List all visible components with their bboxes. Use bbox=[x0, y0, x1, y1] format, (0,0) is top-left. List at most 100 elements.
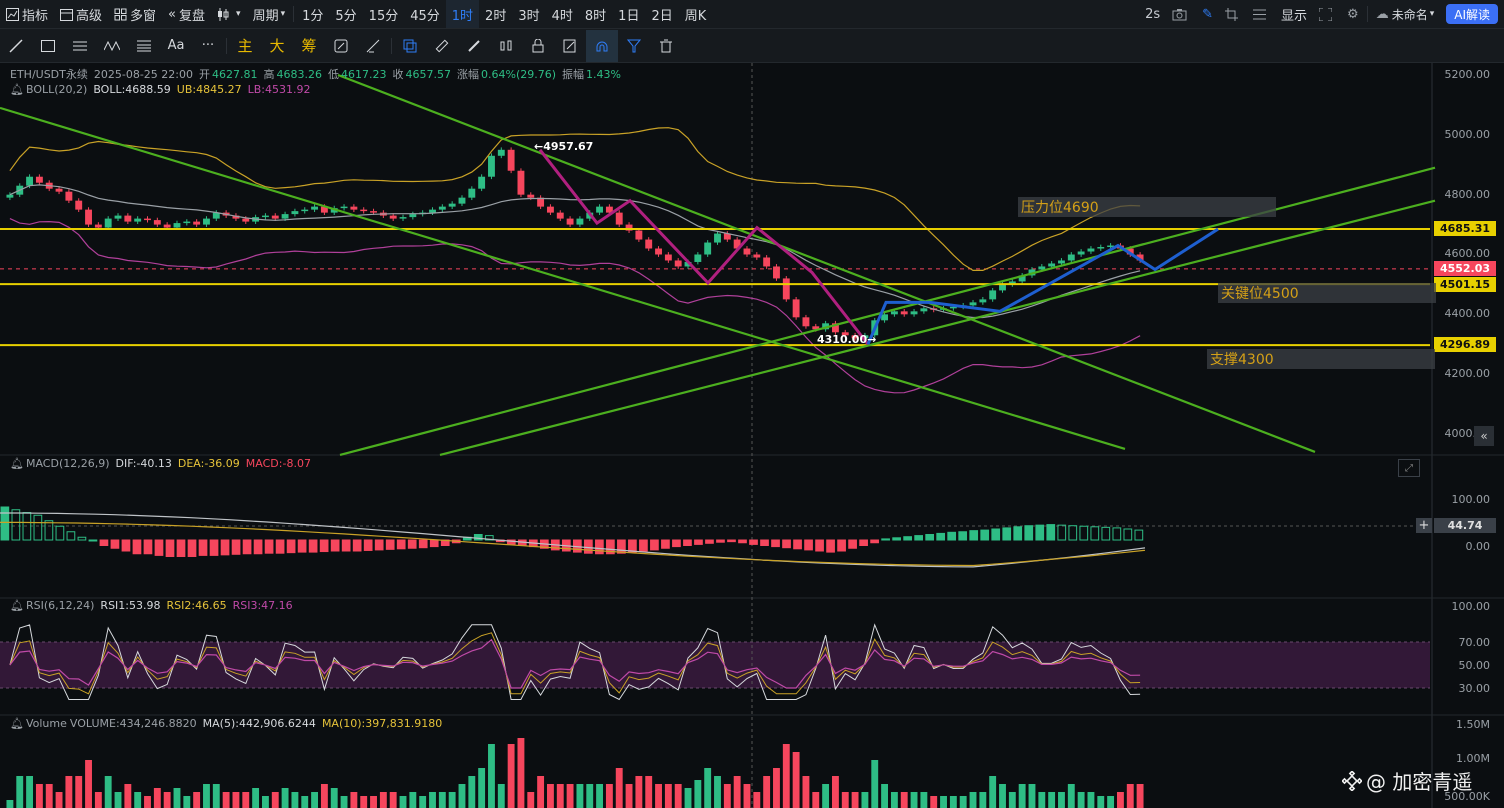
magnet-icon[interactable] bbox=[325, 30, 357, 62]
candle-type-button[interactable]: ▾ bbox=[211, 0, 247, 28]
trash-icon[interactable] bbox=[650, 30, 682, 62]
horizontal-lines-tool-icon[interactable] bbox=[64, 30, 96, 62]
interval-1h[interactable]: 1时 bbox=[445, 0, 480, 28]
amplitude-value: 1.43% bbox=[586, 67, 621, 81]
magnet-snap-icon[interactable] bbox=[586, 29, 618, 62]
settings-gear-icon[interactable]: ⚙ bbox=[1347, 6, 1359, 22]
candle-body bbox=[360, 209, 368, 212]
add-alert-plus-icon[interactable]: + bbox=[1416, 518, 1432, 533]
interval-8h[interactable]: 8时 bbox=[584, 8, 607, 24]
macd-histogram-bar bbox=[947, 531, 957, 541]
descending-trend-line bbox=[337, 73, 1316, 453]
macd-histogram-bar bbox=[308, 539, 318, 553]
candle-compare-icon[interactable] bbox=[490, 30, 522, 62]
replay-button[interactable]: « 复盘 bbox=[162, 0, 211, 28]
ruler-icon[interactable] bbox=[426, 30, 458, 62]
copy-icon[interactable] bbox=[394, 30, 426, 62]
volume-bar bbox=[409, 792, 417, 808]
volume-bar bbox=[429, 792, 436, 808]
candle-body bbox=[6, 194, 14, 198]
candle-body bbox=[468, 188, 476, 198]
volume-bar bbox=[311, 792, 319, 808]
chart-canvas[interactable] bbox=[0, 63, 1504, 808]
interval-5m[interactable]: 5分 bbox=[335, 8, 357, 24]
chips-toggle[interactable]: 筹 bbox=[301, 37, 317, 55]
big-order-toggle[interactable]: 大 bbox=[269, 37, 285, 55]
brush-icon[interactable] bbox=[458, 30, 490, 62]
close-value: 4657.57 bbox=[405, 67, 452, 81]
candle-body bbox=[212, 212, 220, 219]
main-chart-toggle[interactable]: 主 bbox=[237, 37, 253, 55]
trend-line-tool-icon[interactable] bbox=[0, 30, 32, 62]
bell-icon[interactable]: 🔔︎ bbox=[10, 457, 24, 470]
interval-2d[interactable]: 2日 bbox=[651, 8, 673, 24]
text-tool[interactable]: Aa bbox=[167, 38, 185, 53]
bell-icon[interactable]: 🔔︎ bbox=[10, 717, 24, 730]
edit-note-icon[interactable] bbox=[554, 30, 586, 62]
period-dropdown[interactable]: 周期 ▾ bbox=[247, 0, 292, 28]
macd-histogram-bar bbox=[275, 539, 285, 554]
wave-tool-icon[interactable] bbox=[96, 30, 128, 62]
candle-body bbox=[1018, 275, 1026, 282]
crop-icon[interactable] bbox=[1219, 0, 1247, 28]
resistance-annotation[interactable]: 压力位4690 bbox=[1018, 197, 1276, 217]
bell-icon[interactable]: 🔔︎ bbox=[10, 599, 24, 612]
candle-body bbox=[537, 197, 545, 207]
maximize-pane-icon[interactable]: ⤢ bbox=[1398, 459, 1420, 477]
interval-week[interactable]: 周K bbox=[684, 8, 707, 24]
price-axis-label: 4400.00 bbox=[1444, 307, 1491, 320]
lock-icon[interactable] bbox=[522, 30, 554, 62]
amplitude-label: 振幅 bbox=[562, 68, 585, 81]
candle-body bbox=[350, 206, 358, 210]
chart-icon bbox=[6, 7, 19, 21]
watermark-text: @ 加密青遥 bbox=[1366, 770, 1473, 794]
rectangle-tool-icon[interactable] bbox=[32, 30, 64, 62]
filter-icon[interactable] bbox=[618, 30, 650, 62]
candle-body bbox=[507, 149, 515, 171]
bell-icon[interactable]: 🔔︎ bbox=[10, 83, 24, 96]
more-tools[interactable]: ··· bbox=[201, 38, 215, 53]
volume-bar bbox=[281, 788, 289, 808]
indicators-button[interactable]: 指标 bbox=[0, 0, 54, 28]
key-level-annotation[interactable]: 关键位4500 bbox=[1218, 283, 1436, 303]
pen-icon[interactable]: ✎ bbox=[1202, 6, 1214, 22]
display-button[interactable]: 显示 bbox=[1281, 8, 1308, 24]
candle-body bbox=[153, 220, 161, 225]
volume-bar bbox=[1048, 792, 1056, 808]
change-value: 0.64%(29.76) bbox=[481, 67, 557, 81]
volume-bar bbox=[212, 784, 220, 808]
volume-bar bbox=[173, 788, 181, 808]
refresh-interval[interactable]: 2s bbox=[1145, 6, 1161, 22]
macd-histogram-bar bbox=[110, 539, 120, 549]
interval-1d[interactable]: 1日 bbox=[618, 8, 640, 24]
macd-histogram-bar bbox=[826, 539, 835, 553]
interval-45m[interactable]: 45分 bbox=[410, 8, 440, 24]
candle-body bbox=[733, 239, 741, 249]
list-icon[interactable] bbox=[1247, 0, 1275, 28]
ai-analysis-button[interactable]: AI解读 bbox=[1446, 4, 1498, 24]
multi-window-button[interactable]: 多窗 bbox=[108, 0, 162, 28]
volume-bar bbox=[1126, 784, 1134, 808]
interval-4h[interactable]: 4时 bbox=[551, 8, 573, 24]
interval-2h[interactable]: 2时 bbox=[485, 8, 507, 24]
candle-body bbox=[615, 212, 623, 225]
volume-bar bbox=[546, 784, 554, 808]
candle-body bbox=[773, 266, 780, 279]
fullscreen-icon[interactable] bbox=[1313, 0, 1341, 28]
support-annotation[interactable]: 支撑4300 bbox=[1207, 349, 1435, 369]
macd-histogram-bar bbox=[661, 539, 670, 549]
scroll-to-latest-icon[interactable]: « bbox=[1474, 426, 1494, 446]
interval-1m[interactable]: 1分 bbox=[302, 8, 324, 24]
volume-ma10: MA(10):397,831.9180 bbox=[321, 717, 443, 730]
camera-icon[interactable] bbox=[1166, 0, 1196, 28]
macd-histogram-bar bbox=[936, 532, 946, 541]
eraser-icon[interactable] bbox=[357, 30, 389, 62]
fibonacci-tool-icon[interactable] bbox=[128, 30, 160, 62]
interval-3h[interactable]: 3时 bbox=[518, 8, 540, 24]
cloud-layout-button[interactable]: ☁ 未命名 ▾ bbox=[1370, 0, 1441, 28]
interval-15m[interactable]: 15分 bbox=[368, 8, 399, 24]
high-label: 高 bbox=[263, 68, 275, 81]
advanced-button[interactable]: 高级 bbox=[54, 0, 108, 28]
volume-bar bbox=[537, 776, 545, 808]
open-label: 开 bbox=[199, 68, 210, 81]
